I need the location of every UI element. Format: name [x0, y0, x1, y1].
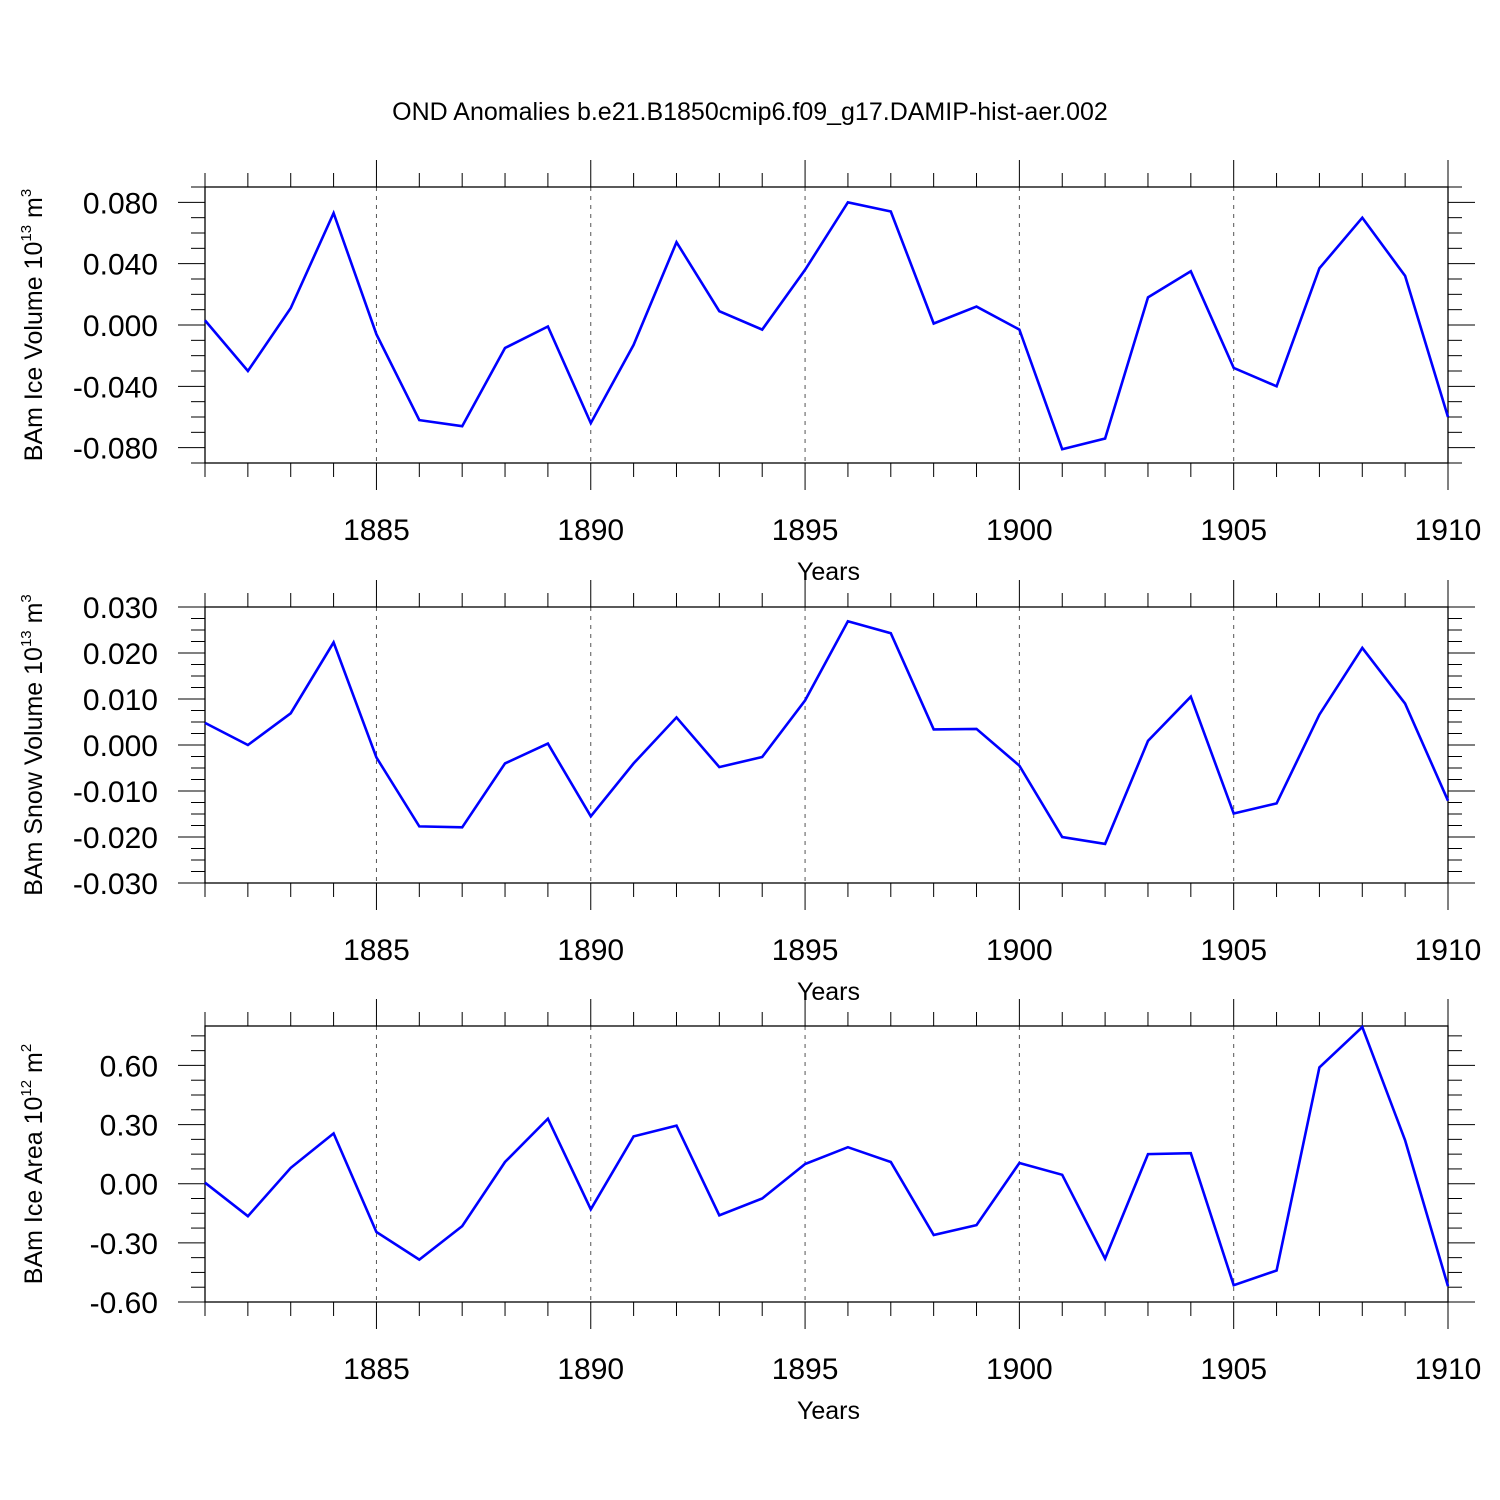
y-tick-label: 0.020: [83, 638, 158, 671]
x-tick-label: 1905: [1200, 514, 1267, 547]
x-tick-label: 1895: [772, 514, 839, 547]
y-tick-label: -0.010: [73, 776, 158, 809]
y-tick-label: -0.30: [90, 1228, 158, 1261]
y-tick-label: 0.000: [83, 310, 158, 343]
y-tick-label: 0.00: [100, 1169, 158, 1202]
x-tick-label: 1905: [1200, 1353, 1267, 1386]
x-tick-label: 1895: [772, 1353, 839, 1386]
x-tick-label: 1910: [1415, 934, 1482, 967]
plot-frame: [204, 1025, 1449, 1303]
y-tick-label: 0.000: [83, 730, 158, 763]
series-line: [204, 1024, 1450, 1287]
y-axis-title: BAm Ice Area 1012 m2: [18, 1044, 48, 1284]
x-tick-label: 1900: [986, 934, 1053, 967]
x-axis-title: Years: [797, 978, 860, 1006]
x-tick-label: 1885: [343, 934, 410, 967]
series-line: [204, 200, 1450, 451]
x-axis-title: Years: [797, 558, 860, 586]
y-axis-title: BAm Ice Volume 1013 m3: [18, 189, 48, 461]
y-tick-label: 0.040: [83, 249, 158, 282]
y-tick-label: -0.020: [73, 822, 158, 855]
y-tick-label: -0.080: [73, 433, 158, 466]
series-line: [204, 619, 1450, 846]
page-title: OND Anomalies b.e21.B1850cmip6.f09_g17.D…: [392, 98, 1108, 126]
x-tick-label: 1900: [986, 514, 1053, 547]
ice-area-panel: 0.60 0.30 0.00 -0.30 -0.60 1885 1890 1895 1900 19…: [18, 999, 1481, 1425]
x-tick-label: 1890: [557, 1353, 624, 1386]
x-tick-label: 1910: [1415, 1353, 1482, 1386]
x-axis-title: Years: [797, 1397, 860, 1425]
y-tick-label: -0.040: [73, 371, 158, 404]
x-tick-label: 1885: [343, 514, 410, 547]
x-tick-label: 1905: [1200, 934, 1267, 967]
y-tick-label: 0.030: [83, 592, 158, 625]
y-tick-label: 0.080: [83, 187, 158, 220]
ice-volume-panel: 0.080 0.040 0.000 -0.040 -0.080 1885 1890 1895 1…: [18, 160, 1481, 586]
x-tick-label: 1890: [557, 934, 624, 967]
x-tick-label: 1900: [986, 1353, 1053, 1386]
y-tick-label: 0.30: [100, 1110, 158, 1143]
snow-volume-panel: 0.030 0.020 0.010 0.000 -0.010 -0.020 -0.030 18…: [18, 580, 1481, 1006]
x-tick-label: 1895: [772, 934, 839, 967]
x-tick-label: 1910: [1415, 514, 1482, 547]
plot-frame: [204, 186, 1449, 464]
x-tick-label: 1885: [343, 1353, 410, 1386]
y-tick-label: 0.60: [100, 1050, 158, 1083]
y-tick-label: -0.030: [73, 868, 158, 901]
x-tick-label: 1890: [557, 514, 624, 547]
plot-frame: [204, 606, 1449, 884]
y-tick-label: 0.010: [83, 684, 158, 717]
y-tick-label: -0.60: [90, 1287, 158, 1320]
y-axis-title: BAm Snow Volume 1013 m3: [18, 594, 48, 896]
